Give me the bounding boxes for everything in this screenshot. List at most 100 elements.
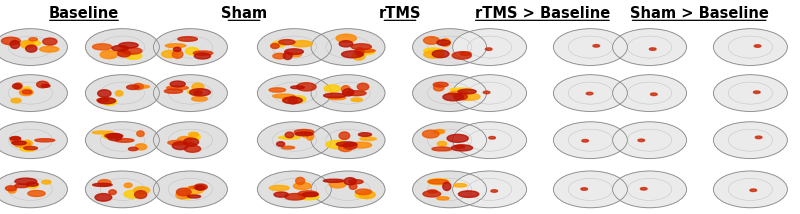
Ellipse shape — [121, 48, 142, 54]
Ellipse shape — [189, 134, 200, 140]
Ellipse shape — [0, 75, 67, 111]
Ellipse shape — [343, 142, 357, 149]
Ellipse shape — [432, 50, 449, 58]
Ellipse shape — [298, 191, 318, 196]
Ellipse shape — [311, 29, 385, 65]
Ellipse shape — [258, 75, 331, 111]
Ellipse shape — [166, 86, 188, 90]
Ellipse shape — [177, 188, 191, 196]
Ellipse shape — [42, 84, 50, 87]
Ellipse shape — [277, 142, 285, 146]
Ellipse shape — [131, 85, 150, 88]
Ellipse shape — [22, 140, 32, 146]
Ellipse shape — [186, 143, 196, 146]
Ellipse shape — [92, 131, 113, 134]
Ellipse shape — [135, 144, 146, 150]
Ellipse shape — [458, 191, 479, 198]
Ellipse shape — [292, 96, 306, 103]
Ellipse shape — [100, 51, 118, 59]
Ellipse shape — [452, 52, 471, 59]
Ellipse shape — [102, 98, 117, 105]
Ellipse shape — [355, 49, 375, 52]
Ellipse shape — [650, 93, 657, 96]
Ellipse shape — [336, 142, 357, 146]
Ellipse shape — [422, 130, 439, 138]
Ellipse shape — [22, 90, 32, 94]
Ellipse shape — [288, 52, 302, 57]
Ellipse shape — [162, 50, 179, 58]
Ellipse shape — [641, 187, 647, 190]
Ellipse shape — [295, 132, 313, 136]
Ellipse shape — [154, 75, 227, 111]
Ellipse shape — [270, 185, 289, 191]
Ellipse shape — [339, 132, 350, 140]
Ellipse shape — [355, 48, 364, 56]
Ellipse shape — [454, 94, 467, 100]
Ellipse shape — [328, 96, 346, 100]
Ellipse shape — [358, 50, 374, 55]
Ellipse shape — [137, 131, 144, 137]
Ellipse shape — [37, 81, 49, 88]
Ellipse shape — [344, 178, 356, 185]
Ellipse shape — [194, 51, 213, 55]
Ellipse shape — [86, 122, 159, 159]
Ellipse shape — [258, 171, 331, 208]
Ellipse shape — [291, 41, 313, 47]
Ellipse shape — [483, 91, 490, 94]
Ellipse shape — [26, 182, 38, 186]
Ellipse shape — [170, 81, 186, 87]
Ellipse shape — [258, 122, 331, 159]
Ellipse shape — [755, 136, 762, 139]
Ellipse shape — [432, 147, 452, 151]
Ellipse shape — [582, 140, 589, 142]
Ellipse shape — [311, 75, 385, 111]
Ellipse shape — [754, 91, 760, 94]
Ellipse shape — [107, 133, 122, 141]
Ellipse shape — [42, 38, 57, 45]
Ellipse shape — [269, 88, 286, 92]
Ellipse shape — [554, 29, 627, 65]
Ellipse shape — [20, 41, 34, 48]
Ellipse shape — [358, 83, 369, 90]
Ellipse shape — [324, 85, 341, 92]
Ellipse shape — [355, 189, 371, 195]
Ellipse shape — [93, 183, 112, 186]
Ellipse shape — [754, 45, 761, 47]
Ellipse shape — [360, 137, 376, 141]
Ellipse shape — [613, 29, 686, 65]
Ellipse shape — [437, 197, 449, 200]
Ellipse shape — [24, 147, 38, 150]
Ellipse shape — [178, 137, 192, 144]
Ellipse shape — [289, 96, 298, 104]
Ellipse shape — [8, 188, 16, 193]
Ellipse shape — [458, 89, 476, 94]
Ellipse shape — [119, 42, 138, 48]
Ellipse shape — [581, 188, 587, 190]
Ellipse shape — [2, 37, 20, 45]
Ellipse shape — [273, 53, 286, 59]
Ellipse shape — [278, 40, 295, 45]
Ellipse shape — [102, 133, 114, 139]
Ellipse shape — [441, 39, 450, 46]
Ellipse shape — [178, 37, 198, 41]
Ellipse shape — [438, 141, 446, 146]
Ellipse shape — [413, 29, 486, 65]
Ellipse shape — [274, 192, 288, 197]
Ellipse shape — [184, 186, 204, 194]
Ellipse shape — [182, 192, 193, 199]
Ellipse shape — [428, 179, 448, 184]
Ellipse shape — [14, 83, 22, 89]
Ellipse shape — [423, 191, 441, 197]
Ellipse shape — [285, 49, 303, 55]
Ellipse shape — [184, 145, 201, 152]
Ellipse shape — [12, 141, 26, 145]
Ellipse shape — [554, 122, 627, 159]
Ellipse shape — [282, 97, 290, 102]
Ellipse shape — [273, 94, 294, 98]
Ellipse shape — [176, 191, 190, 199]
Ellipse shape — [330, 181, 346, 188]
Ellipse shape — [355, 192, 369, 198]
Ellipse shape — [29, 38, 38, 41]
Ellipse shape — [458, 93, 480, 100]
Ellipse shape — [296, 177, 305, 184]
